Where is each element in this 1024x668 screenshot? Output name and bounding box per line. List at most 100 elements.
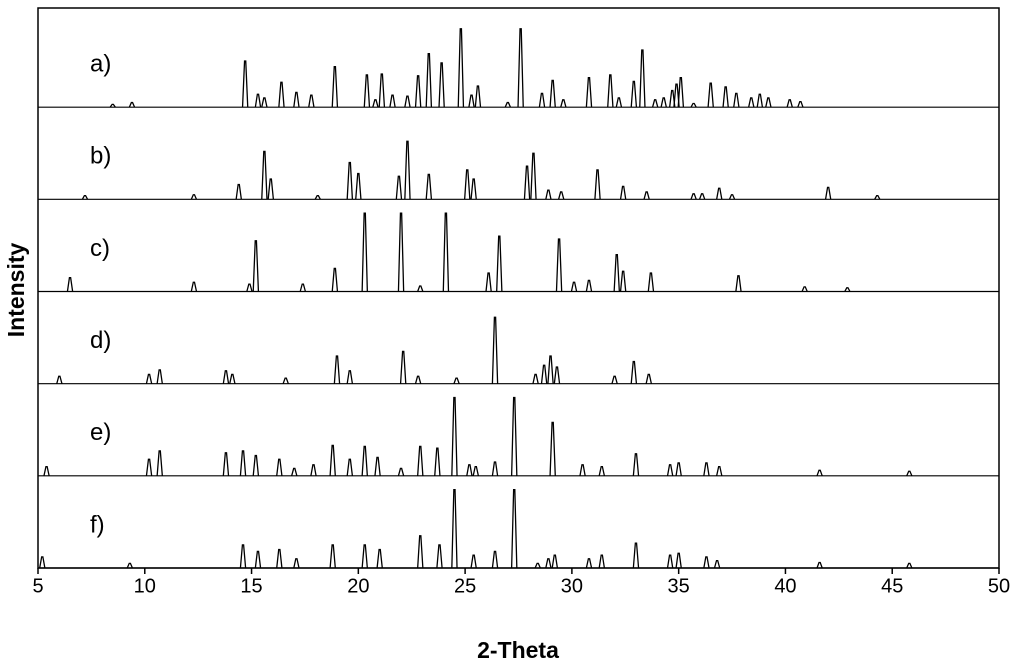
- peak: [468, 94, 475, 108]
- peak: [523, 165, 531, 200]
- peak: [474, 85, 482, 108]
- peak: [442, 212, 450, 292]
- peak: [598, 465, 606, 476]
- x-axis-title: 2-Theta: [477, 637, 559, 663]
- peak: [254, 550, 262, 569]
- peak: [361, 445, 368, 476]
- peak: [630, 360, 638, 384]
- peak: [645, 373, 653, 384]
- peak: [346, 161, 354, 200]
- peak: [675, 462, 682, 476]
- peak: [463, 169, 471, 200]
- peak: [314, 194, 321, 200]
- peak: [874, 194, 881, 200]
- peak: [434, 447, 441, 476]
- peak: [229, 373, 236, 384]
- peak: [126, 562, 134, 569]
- peak: [906, 562, 913, 569]
- peak: [397, 212, 405, 292]
- peak: [510, 396, 518, 476]
- peak: [43, 465, 50, 476]
- peak: [399, 350, 407, 384]
- peak: [329, 544, 336, 569]
- peak: [66, 277, 74, 292]
- peak: [579, 464, 586, 476]
- peak: [425, 53, 433, 108]
- peak: [538, 92, 546, 108]
- peak: [389, 94, 396, 108]
- peak: [190, 194, 198, 200]
- peak: [547, 355, 554, 384]
- peak: [611, 375, 618, 384]
- series-label: d): [90, 327, 111, 354]
- peak: [451, 396, 458, 476]
- peak: [310, 464, 317, 476]
- peak: [438, 62, 445, 108]
- peak: [906, 470, 913, 477]
- peak: [585, 279, 593, 292]
- peak: [619, 270, 627, 292]
- series-label: f): [90, 511, 105, 538]
- peak: [677, 77, 685, 108]
- peak: [145, 373, 153, 384]
- peak: [643, 191, 650, 200]
- peak: [252, 454, 260, 476]
- peak: [504, 101, 512, 108]
- peak: [331, 267, 339, 292]
- peak: [254, 93, 262, 108]
- peak: [733, 92, 740, 108]
- peak: [765, 97, 772, 108]
- peak: [278, 81, 285, 108]
- peak: [534, 562, 541, 569]
- peak: [816, 561, 823, 569]
- peak: [346, 370, 354, 384]
- peak: [239, 450, 247, 476]
- peak: [190, 281, 198, 292]
- peak: [241, 60, 249, 108]
- peak: [647, 272, 655, 292]
- peak: [797, 100, 804, 108]
- peak: [222, 452, 230, 476]
- peak: [532, 373, 539, 384]
- peak: [551, 554, 559, 569]
- peak: [261, 150, 268, 200]
- x-tick-label: 45: [881, 575, 903, 597]
- peak: [585, 558, 593, 569]
- peak: [308, 94, 315, 108]
- peak: [457, 28, 465, 108]
- peak: [630, 80, 638, 108]
- x-tick-label: 15: [240, 575, 262, 597]
- peak: [555, 238, 563, 292]
- series-label: a): [90, 51, 111, 78]
- peak: [282, 377, 289, 384]
- peak: [632, 453, 640, 476]
- peak: [722, 86, 729, 108]
- peak: [363, 74, 371, 108]
- peak: [372, 99, 379, 108]
- peak: [530, 152, 537, 200]
- peak: [436, 544, 443, 569]
- peak: [707, 82, 714, 108]
- x-tick-label: 50: [988, 575, 1010, 597]
- peak: [716, 187, 723, 200]
- peak: [109, 103, 116, 108]
- peak: [470, 178, 477, 200]
- peak: [673, 83, 680, 108]
- x-tick-label: 40: [774, 575, 796, 597]
- peak: [397, 467, 405, 477]
- series-label: c): [90, 235, 110, 262]
- peak: [690, 102, 697, 108]
- peak: [293, 91, 300, 108]
- peak: [472, 465, 480, 476]
- peak: [666, 464, 674, 476]
- peak: [470, 554, 477, 569]
- peak: [844, 287, 851, 292]
- peak: [246, 283, 253, 292]
- peak: [553, 366, 561, 384]
- peak: [145, 458, 153, 476]
- x-tick-label: 25: [454, 575, 476, 597]
- peak: [549, 421, 556, 476]
- peak: [361, 544, 368, 569]
- peak: [496, 235, 503, 292]
